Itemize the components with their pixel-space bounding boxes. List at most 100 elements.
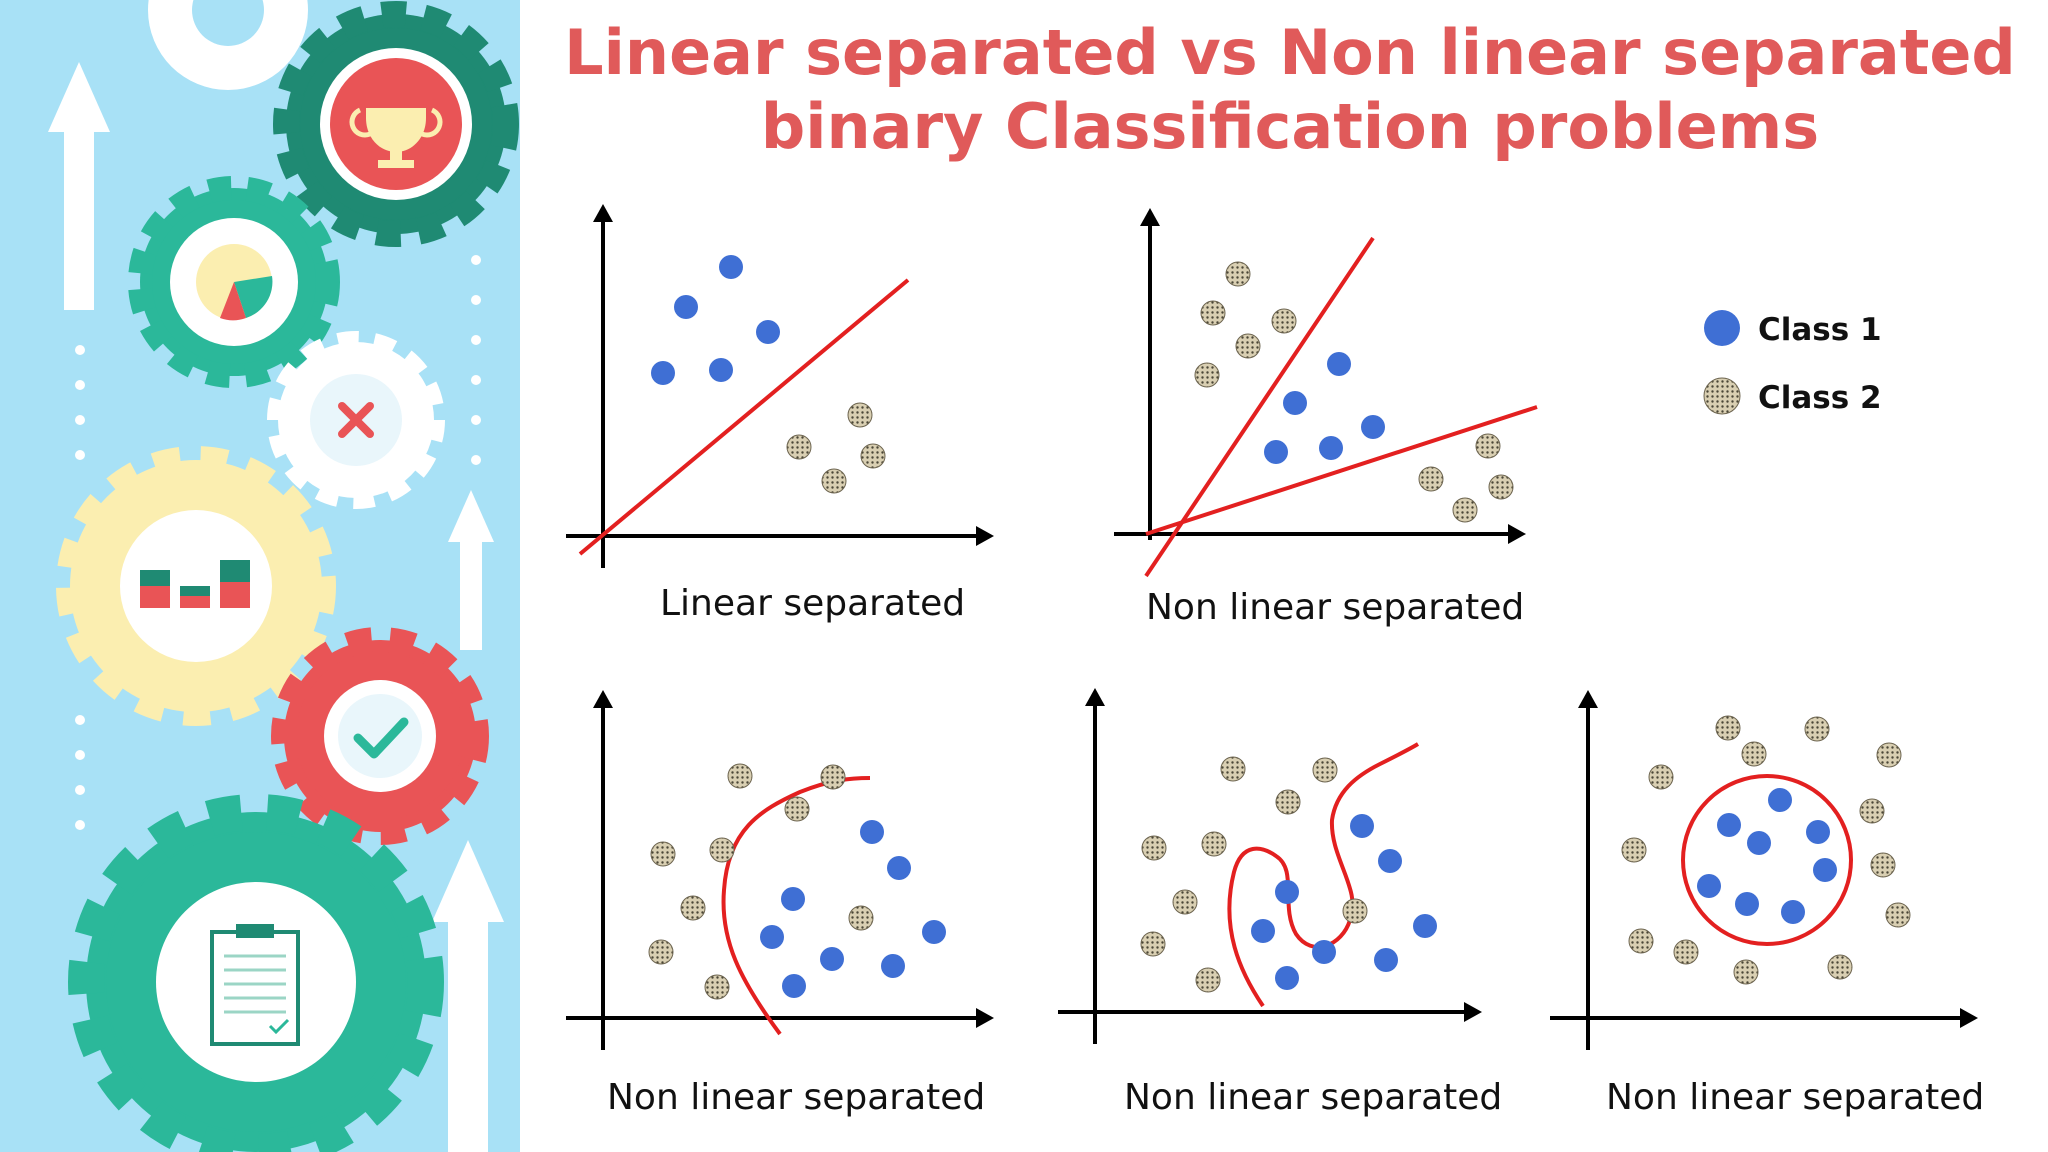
- class2-point: [1876, 742, 1902, 768]
- page-title-line-1: Linear separated vs Non linear separated: [564, 16, 2016, 89]
- class1-points: [651, 255, 780, 385]
- class2-point: [648, 939, 674, 965]
- class1-point: [922, 920, 946, 944]
- class1-point: [1312, 940, 1336, 964]
- page-title-line-2: binary Classification problems: [760, 90, 1820, 163]
- class2-point: [1235, 333, 1261, 359]
- panel-caption: Non linear separated: [1146, 587, 1525, 628]
- pie-chart-gear: [128, 176, 340, 388]
- class2-points: [1140, 756, 1368, 993]
- class2-point: [847, 402, 873, 428]
- class2-point: [1141, 835, 1167, 861]
- class2-points: [648, 763, 874, 1000]
- class1-point: [756, 320, 780, 344]
- class2-point: [1715, 715, 1741, 741]
- legend-item-class2: Class 2: [1700, 374, 1920, 418]
- decorative-sidebar: [0, 0, 520, 1152]
- class2-points: [1194, 261, 1514, 523]
- class1-point: [1275, 966, 1299, 990]
- class1-point: [1251, 919, 1275, 943]
- class2-point: [1452, 497, 1478, 523]
- class2-point: [704, 974, 730, 1000]
- class1-point: [1813, 858, 1837, 882]
- class2-points: [1621, 715, 1911, 985]
- class2-point: [1673, 939, 1699, 965]
- bar-chart-gear: [56, 446, 336, 726]
- class1-point: [1327, 352, 1351, 376]
- class1-point: [674, 295, 698, 319]
- class1-point: [709, 358, 733, 382]
- decision-boundary: [578, 278, 910, 556]
- class1-point: [782, 974, 806, 998]
- panel-caption: Linear separated: [660, 583, 966, 624]
- class2-point: [1733, 959, 1759, 985]
- close-icon: [338, 402, 374, 438]
- class2-point: [1885, 902, 1911, 928]
- class1-point: [1283, 391, 1307, 415]
- up-arrow-icon: [48, 62, 504, 1152]
- decision-boundary: [1227, 742, 1420, 1008]
- gear-icon: [148, 0, 308, 90]
- class1-point: [1781, 900, 1805, 924]
- class2-point: [1870, 852, 1896, 878]
- class1-point: [1361, 415, 1385, 439]
- panel-caption: Non linear separated: [1124, 1077, 1503, 1118]
- class2-point: [1194, 362, 1220, 388]
- class2-point: [1628, 928, 1654, 954]
- class1-point: [1275, 880, 1299, 904]
- class2-point: [1220, 756, 1246, 782]
- axes: [1058, 688, 1482, 1044]
- class2-point: [1827, 954, 1853, 980]
- decision-boundary: [1681, 774, 1853, 946]
- close-gear: [267, 331, 445, 509]
- class2-point: [786, 434, 812, 460]
- class1-point: [887, 856, 911, 880]
- class1-points: [1251, 814, 1437, 990]
- class2-point: [1648, 764, 1674, 790]
- class2-point: [1140, 931, 1166, 957]
- panel-linear-separated: Linear separated: [560, 200, 1000, 640]
- class1-point: [651, 361, 675, 385]
- class1-point: [1697, 874, 1721, 898]
- class2-points: [786, 402, 886, 494]
- class2-point: [860, 443, 886, 469]
- class1-point: [1735, 892, 1759, 916]
- class2-point: [1200, 300, 1226, 326]
- class2-point: [1741, 741, 1767, 767]
- class1-point: [1350, 814, 1374, 838]
- class2-point: [820, 764, 846, 790]
- class1-point: [1374, 948, 1398, 972]
- panel-caption: Non linear separated: [1606, 1077, 1985, 1118]
- panel-caption: Non linear separated: [607, 1077, 986, 1118]
- class2-point: [821, 468, 847, 494]
- axes: [566, 204, 994, 568]
- class2-point: [650, 841, 676, 867]
- class2-marker: [1703, 377, 1741, 415]
- check-gear: [271, 627, 489, 845]
- legend-item-class1: Class 1: [1700, 306, 1920, 350]
- class2-point: [1195, 967, 1221, 993]
- class2-point: [1275, 789, 1301, 815]
- class2-point: [709, 837, 735, 863]
- class2-point: [1312, 757, 1338, 783]
- class1-point: [1717, 813, 1741, 837]
- bar-chart-icon: [140, 560, 250, 608]
- trophy-gear: [273, 1, 519, 247]
- class2-point: [1859, 798, 1885, 824]
- axes: [1114, 208, 1526, 544]
- class2-point: [1225, 261, 1251, 287]
- class1-point: [860, 820, 884, 844]
- class1-point: [1378, 849, 1402, 873]
- class1-point: [1768, 788, 1792, 812]
- class2-point: [1804, 716, 1830, 742]
- class2-point: [727, 763, 753, 789]
- class1-point: [1264, 440, 1288, 464]
- class2-point: [680, 895, 706, 921]
- decision-boundary: [1144, 236, 1538, 578]
- class2-point: [1621, 837, 1647, 863]
- class2-point: [1271, 308, 1297, 334]
- panel-curve: Non linear separated: [560, 680, 1000, 1150]
- legend-label-class1: Class 1: [1758, 312, 1882, 348]
- class2-point: [784, 796, 810, 822]
- panel-circle: Non linear separated: [1540, 680, 2010, 1150]
